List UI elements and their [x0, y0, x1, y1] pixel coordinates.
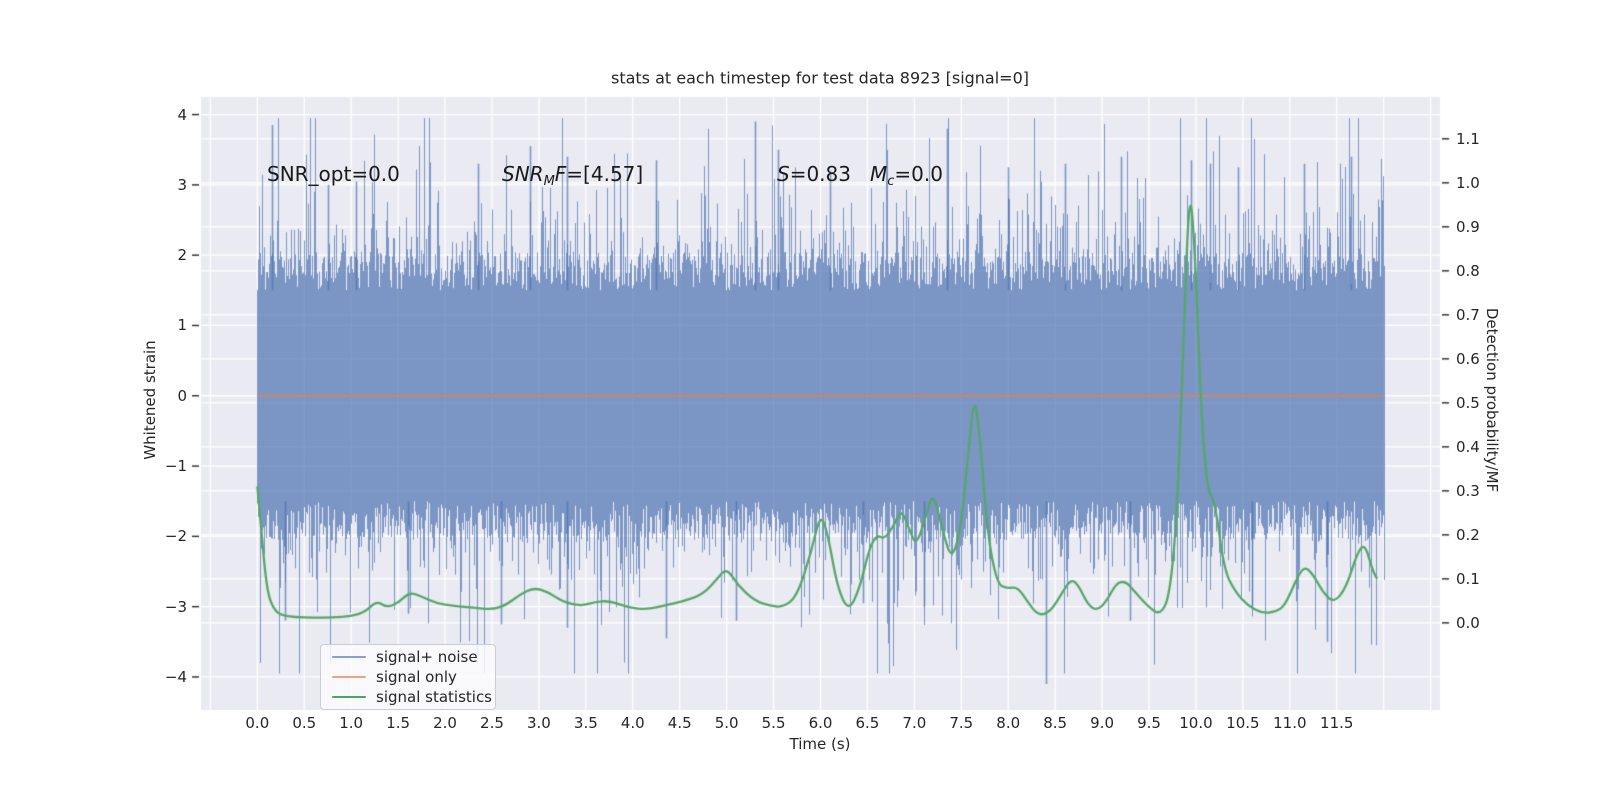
x-tick-label: 8.0 [996, 714, 1021, 732]
y-tick-label-right: 0.1 [1456, 569, 1480, 588]
y-tick-label-left: 1 [177, 316, 187, 335]
x-tick-label: 0.5 [292, 714, 317, 732]
annotation-snr-mf-pre: SNR [502, 162, 544, 186]
y-tick-label-right: 1.0 [1456, 173, 1480, 192]
y-tick-label-right: 0.4 [1456, 437, 1480, 456]
y-axis-label-left: Whitened strain [141, 340, 159, 460]
x-tick-label: 0.0 [245, 714, 270, 732]
annotation-snr-mf-mid: F [554, 162, 567, 186]
annotation-snr-mf-post: =[4.57] [566, 162, 644, 186]
legend-label: signal statistics [376, 688, 493, 706]
y-tick-label-right: 0.2 [1456, 525, 1480, 544]
legend-item-signal-only: signal only [321, 667, 495, 687]
x-tick-label: 4.5 [667, 714, 692, 732]
x-tick-label: 2.0 [433, 714, 457, 732]
legend-label: signal only [376, 668, 457, 686]
x-tick-label: 8.5 [1043, 714, 1068, 732]
y-tick-label-right: 0.6 [1456, 349, 1480, 368]
x-tick-label: 4.0 [620, 714, 645, 732]
x-tick-label: 5.5 [761, 714, 786, 732]
y-tick-label-left: 0 [177, 386, 187, 405]
x-tick-label: 10.0 [1179, 714, 1213, 732]
annotation-s: S=0.83 [777, 162, 851, 186]
x-tick-label: 1.5 [386, 714, 411, 732]
x-tick-label: 5.0 [714, 714, 739, 732]
y-tick-label-right: 0.0 [1456, 613, 1480, 632]
x-tick-label: 7.0 [902, 714, 927, 732]
x-tick-label: 11.5 [1320, 714, 1354, 732]
y-tick-label-right: 1.1 [1456, 129, 1480, 148]
y-tick-label-left: −2 [164, 527, 187, 546]
x-tick-label: 9.5 [1137, 714, 1161, 732]
annotation-mc-sub: c [887, 174, 895, 189]
y-tick-label-left: 3 [177, 175, 187, 194]
annotation-snr-mf-sub: M [543, 174, 555, 189]
legend-line-swatch-orange [332, 675, 366, 679]
x-tick-label: 7.5 [949, 714, 974, 732]
x-tick-label: 3.5 [573, 714, 598, 732]
y-tick-label-left: −4 [164, 667, 187, 686]
legend-line-swatch-blue [332, 655, 366, 659]
y-tick-label-left: 4 [177, 105, 187, 124]
y-tick-label-right: 0.9 [1456, 217, 1480, 236]
y-tick-label-right: 0.7 [1456, 305, 1480, 324]
legend-label: signal+ noise [376, 648, 478, 666]
annotation-mc-post: =0.0 [894, 162, 943, 186]
y-tick-label-right: 0.3 [1456, 481, 1480, 500]
legend-item-signal-statistics: signal statistics [321, 687, 495, 707]
x-tick-label: 10.5 [1226, 714, 1260, 732]
x-tick-label: 11.0 [1273, 714, 1307, 732]
annotation-s-pre: S [777, 162, 790, 186]
x-tick-label: 1.0 [339, 714, 364, 732]
annotation-snr-mf: SNRMF=[4.57] [502, 162, 644, 189]
legend: signal+ noise signal only signal statist… [320, 644, 496, 710]
chart-title: stats at each timestep for test data 892… [610, 68, 1030, 88]
annotation-mc: Mc=0.0 [870, 162, 943, 189]
x-tick-label: 9.0 [1090, 714, 1115, 732]
legend-line-swatch-green [332, 695, 366, 699]
x-tick-label: 3.0 [526, 714, 551, 732]
annotation-mc-pre: M [870, 162, 888, 186]
y-tick-label-right: 0.8 [1456, 261, 1480, 280]
x-axis-label: Time (s) [789, 735, 851, 753]
y-tick-label-left: −1 [164, 457, 187, 476]
y-tick-label-left: 2 [177, 246, 187, 265]
annotation-snr-opt: SNR_opt=0.0 [267, 162, 400, 186]
x-tick-label: 2.5 [480, 714, 504, 732]
y-axis-label-right: Detection probability/MF [1483, 307, 1501, 493]
x-tick-label: 6.0 [808, 714, 833, 732]
x-tick-label: 6.5 [855, 714, 880, 732]
legend-item-signal-plus-noise: signal+ noise [321, 647, 495, 667]
annotation-s-post: =0.83 [789, 162, 851, 186]
y-tick-label-left: −3 [164, 597, 187, 616]
y-tick-label-right: 0.5 [1456, 393, 1480, 412]
